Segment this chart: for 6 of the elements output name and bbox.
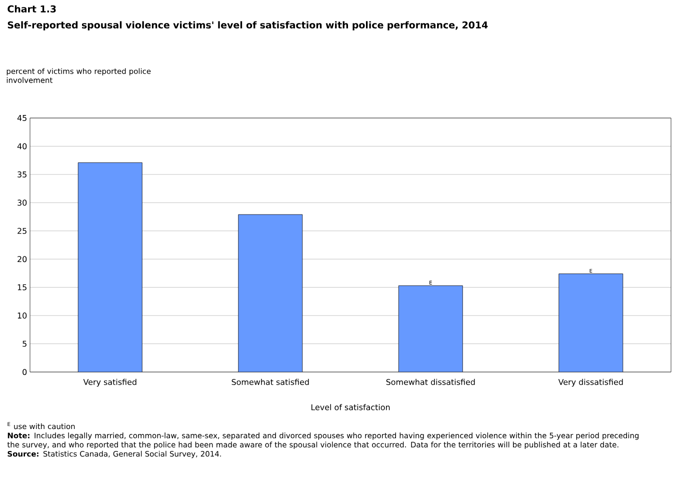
chart-subtitle: Self-reported spousal violence victims' level of satisfaction with police performance, 2014 bbox=[8, 21, 488, 30]
bar bbox=[238, 214, 303, 372]
bar bbox=[558, 274, 624, 372]
bar bbox=[78, 162, 142, 372]
bar bbox=[398, 285, 463, 372]
chart-title: Chart 1.3 bbox=[8, 5, 56, 13]
